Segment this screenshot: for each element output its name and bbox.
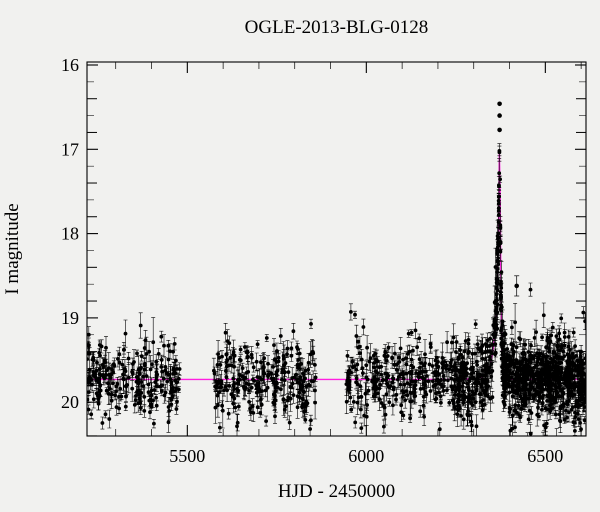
svg-text:16: 16 bbox=[61, 55, 79, 75]
svg-text:5500: 5500 bbox=[169, 446, 205, 466]
svg-text:6000: 6000 bbox=[348, 446, 384, 466]
svg-text:HJD - 2450000: HJD - 2450000 bbox=[278, 481, 395, 502]
svg-text:OGLE-2013-BLG-0128: OGLE-2013-BLG-0128 bbox=[245, 17, 429, 38]
svg-text:17: 17 bbox=[61, 139, 79, 159]
svg-text:19: 19 bbox=[61, 308, 79, 328]
svg-text:6500: 6500 bbox=[527, 446, 563, 466]
svg-text:20: 20 bbox=[61, 392, 79, 412]
svg-text:18: 18 bbox=[61, 224, 79, 244]
svg-text:I magnitude: I magnitude bbox=[2, 203, 23, 294]
